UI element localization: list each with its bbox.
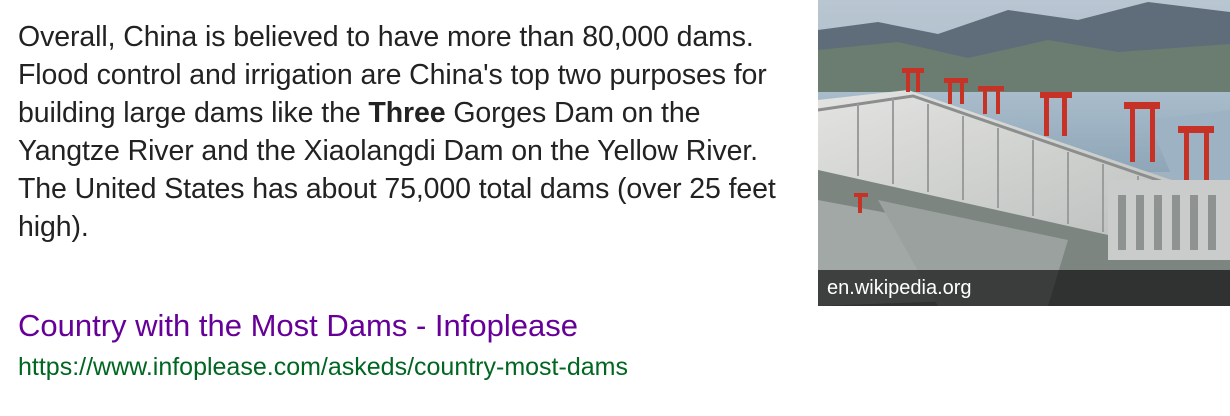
image-source-label: en.wikipedia.org [827,277,972,299]
result-title-link[interactable]: Country with the Most Dams - Infoplease [18,308,578,343]
snippet-text-part-1: Overall, China is believed to have more … [18,21,767,129]
image-source-caption: en.wikipedia.org [818,270,1230,306]
dam-photo [818,0,1230,306]
dam-photo-thumbnail[interactable]: en.wikipedia.org [818,0,1230,306]
snippet-text-part-2: Gorges Dam on the Yangtze River and the … [18,97,776,243]
snippet-highlight: Three [368,97,446,129]
snippet-text: Overall, China is believed to have more … [18,18,798,246]
result-url: https://www.infoplease.com/askeds/countr… [18,353,628,381]
